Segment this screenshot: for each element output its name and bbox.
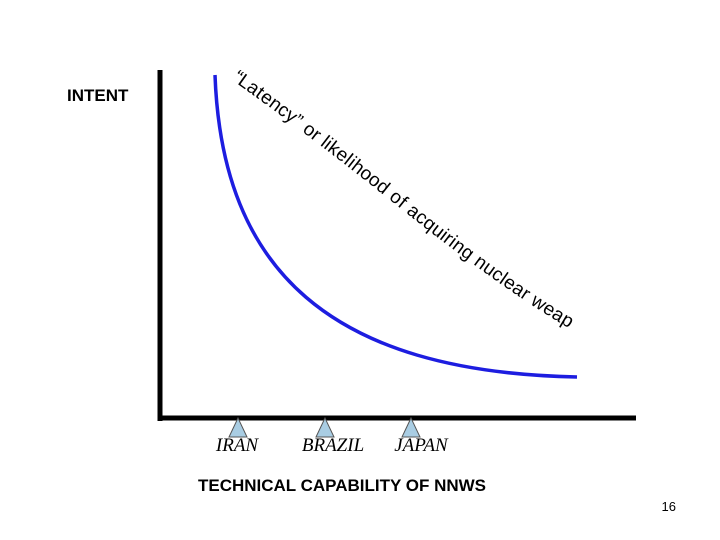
page-number: 16 <box>662 499 676 514</box>
marker-triangle <box>401 416 421 438</box>
marker-triangle <box>315 416 335 438</box>
marker-label: BRAZIL <box>302 435 364 456</box>
marker-triangle <box>228 416 248 438</box>
y-axis-label: INTENT <box>67 86 129 105</box>
latency-curve <box>213 74 578 379</box>
marker-label: IRAN <box>215 435 260 456</box>
x-axis-label: TECHNICAL CAPABILITY OF NNWS <box>198 476 486 495</box>
marker-label: JAPAN <box>394 435 449 456</box>
markers: IRAN BRAZIL JAPAN <box>215 416 449 456</box>
